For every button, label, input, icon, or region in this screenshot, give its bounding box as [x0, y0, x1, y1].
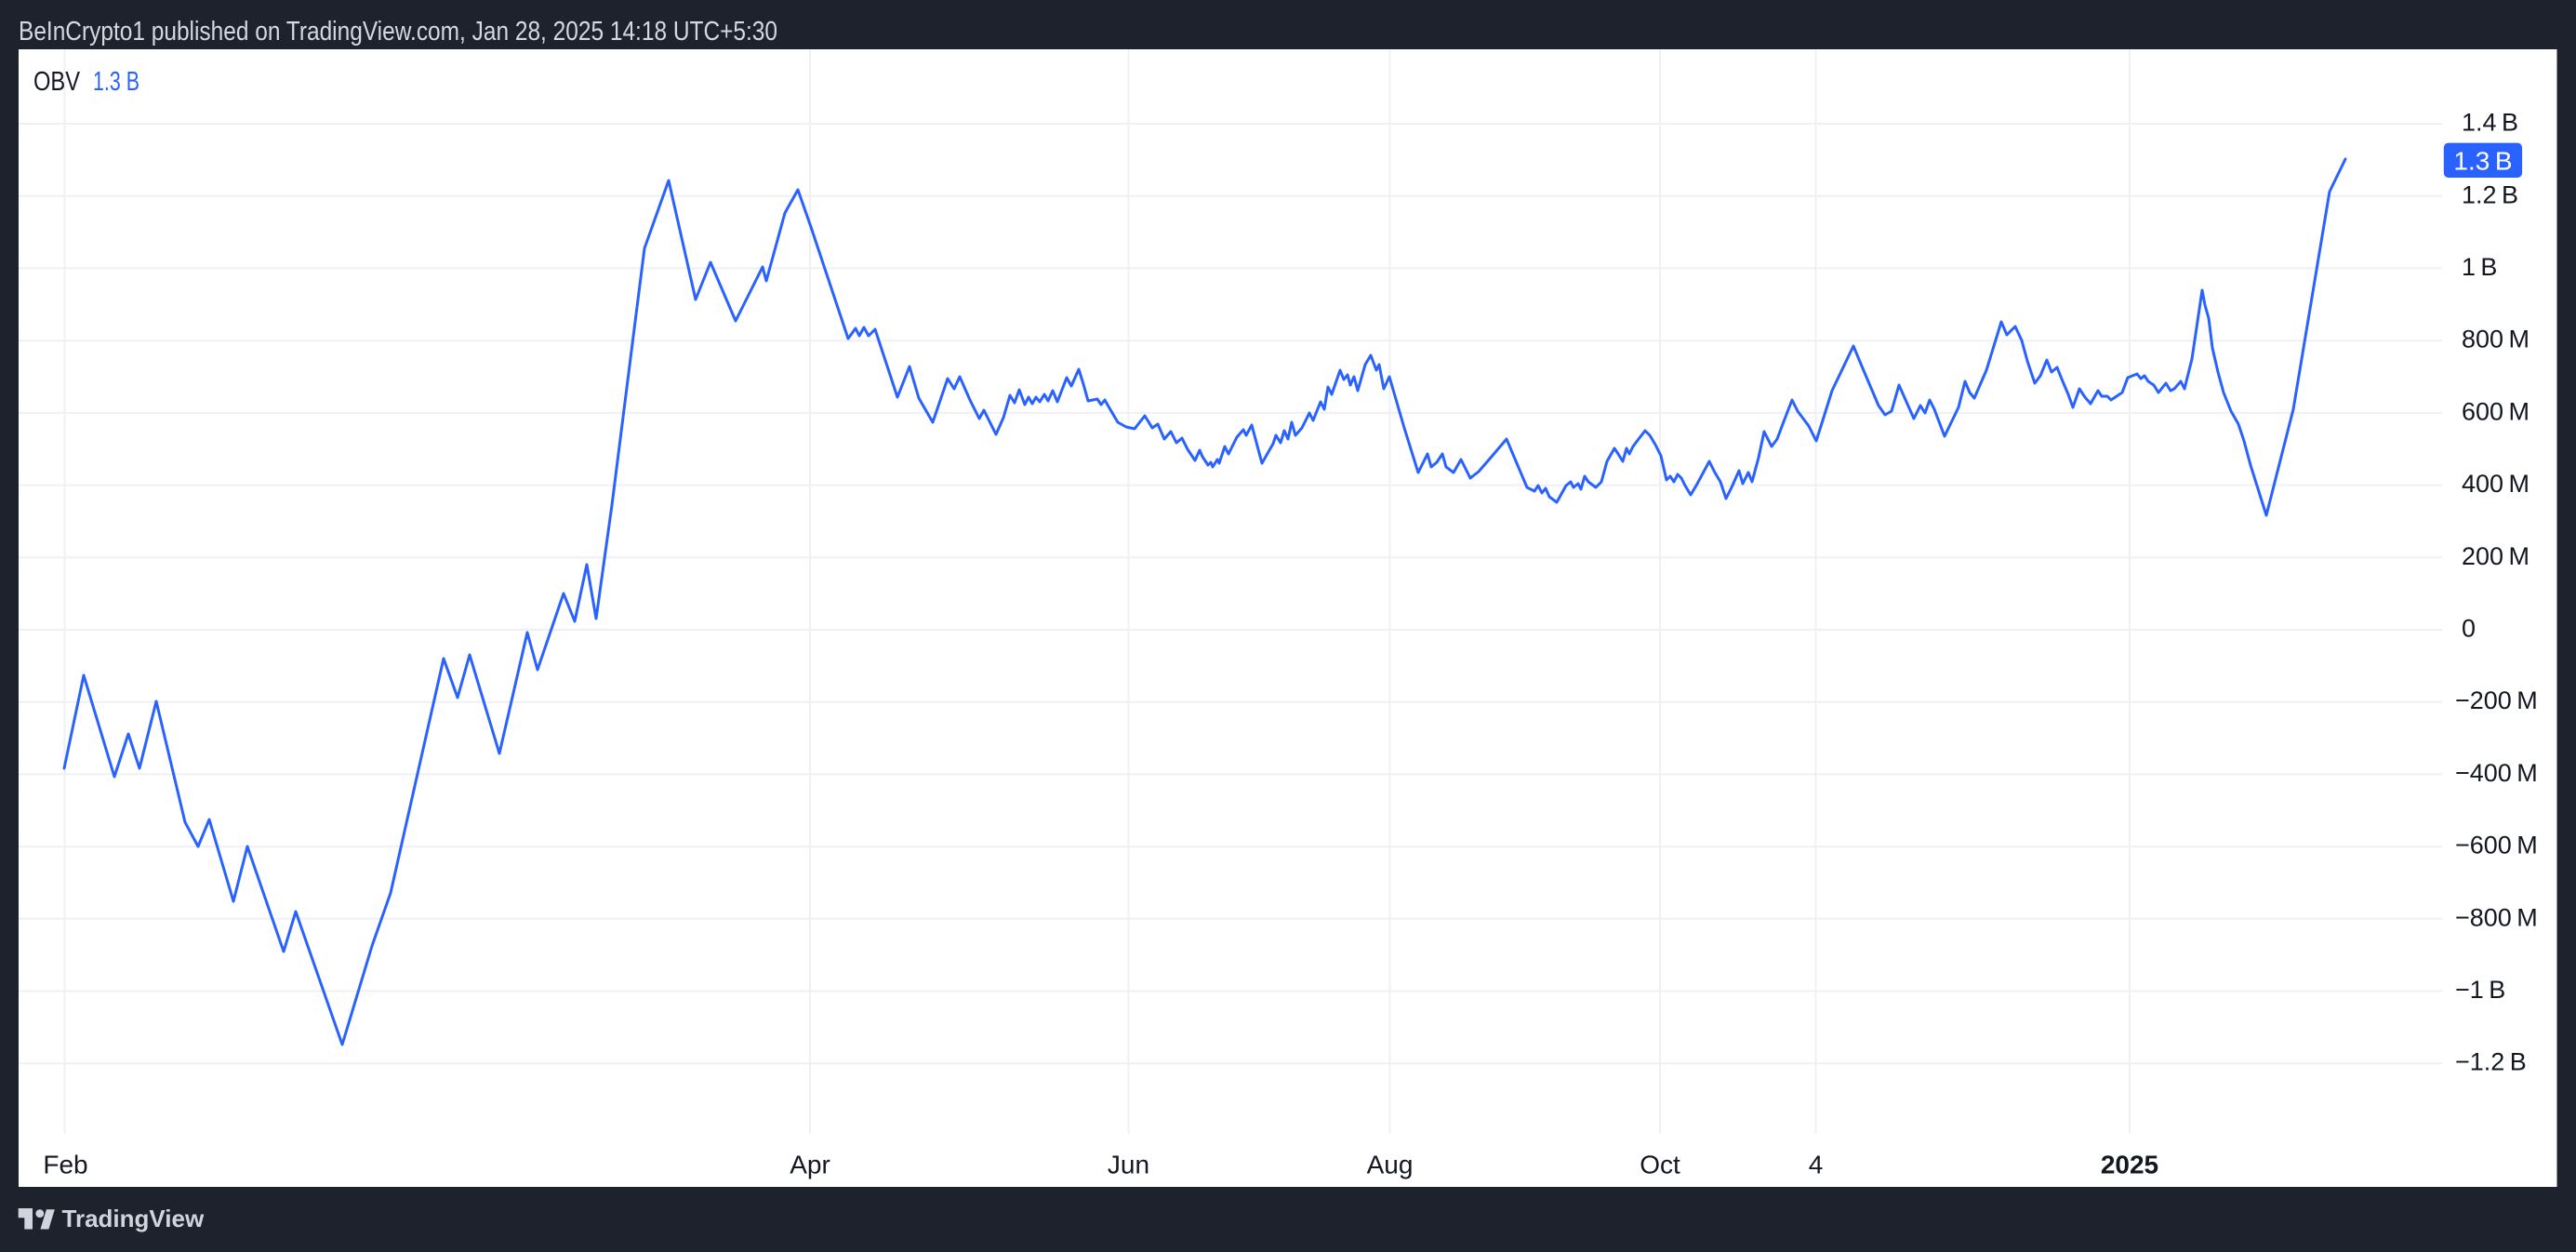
svg-text:1.2 B: 1.2 B — [2462, 180, 2518, 208]
svg-text:400 M: 400 M — [2462, 470, 2530, 498]
svg-text:−200 M: −200 M — [2455, 686, 2538, 714]
svg-text:Aug: Aug — [1367, 1151, 1414, 1179]
svg-text:1 B: 1 B — [2462, 253, 2497, 281]
svg-text:−400 M: −400 M — [2455, 759, 2538, 787]
svg-text:800 M: 800 M — [2462, 326, 2530, 353]
svg-text:BeInCrypto1 published on Tradi: BeInCrypto1 published on TradingView.com… — [19, 17, 777, 47]
svg-text:−800 M: −800 M — [2455, 903, 2538, 931]
svg-text:200 M: 200 M — [2462, 542, 2530, 570]
svg-text:−1 B: −1 B — [2455, 976, 2505, 1004]
svg-text:OBV: OBV — [33, 67, 81, 97]
svg-text:−600 M: −600 M — [2455, 832, 2538, 859]
svg-text:Oct: Oct — [1640, 1151, 1680, 1179]
svg-text:1.3 B: 1.3 B — [2453, 147, 2512, 176]
svg-text:4: 4 — [1809, 1151, 1824, 1179]
svg-text:2025: 2025 — [2101, 1151, 2158, 1179]
svg-text:1.3 B: 1.3 B — [93, 67, 139, 97]
svg-text:TradingView: TradingView — [62, 1205, 205, 1232]
svg-text:Jun: Jun — [1108, 1151, 1149, 1179]
svg-text:1.4 B: 1.4 B — [2462, 109, 2518, 137]
svg-text:Apr: Apr — [790, 1151, 830, 1179]
svg-text:0: 0 — [2462, 615, 2476, 643]
svg-text:600 M: 600 M — [2462, 397, 2530, 425]
svg-text:Feb: Feb — [43, 1151, 87, 1179]
svg-text:−1.2 B: −1.2 B — [2455, 1048, 2527, 1076]
